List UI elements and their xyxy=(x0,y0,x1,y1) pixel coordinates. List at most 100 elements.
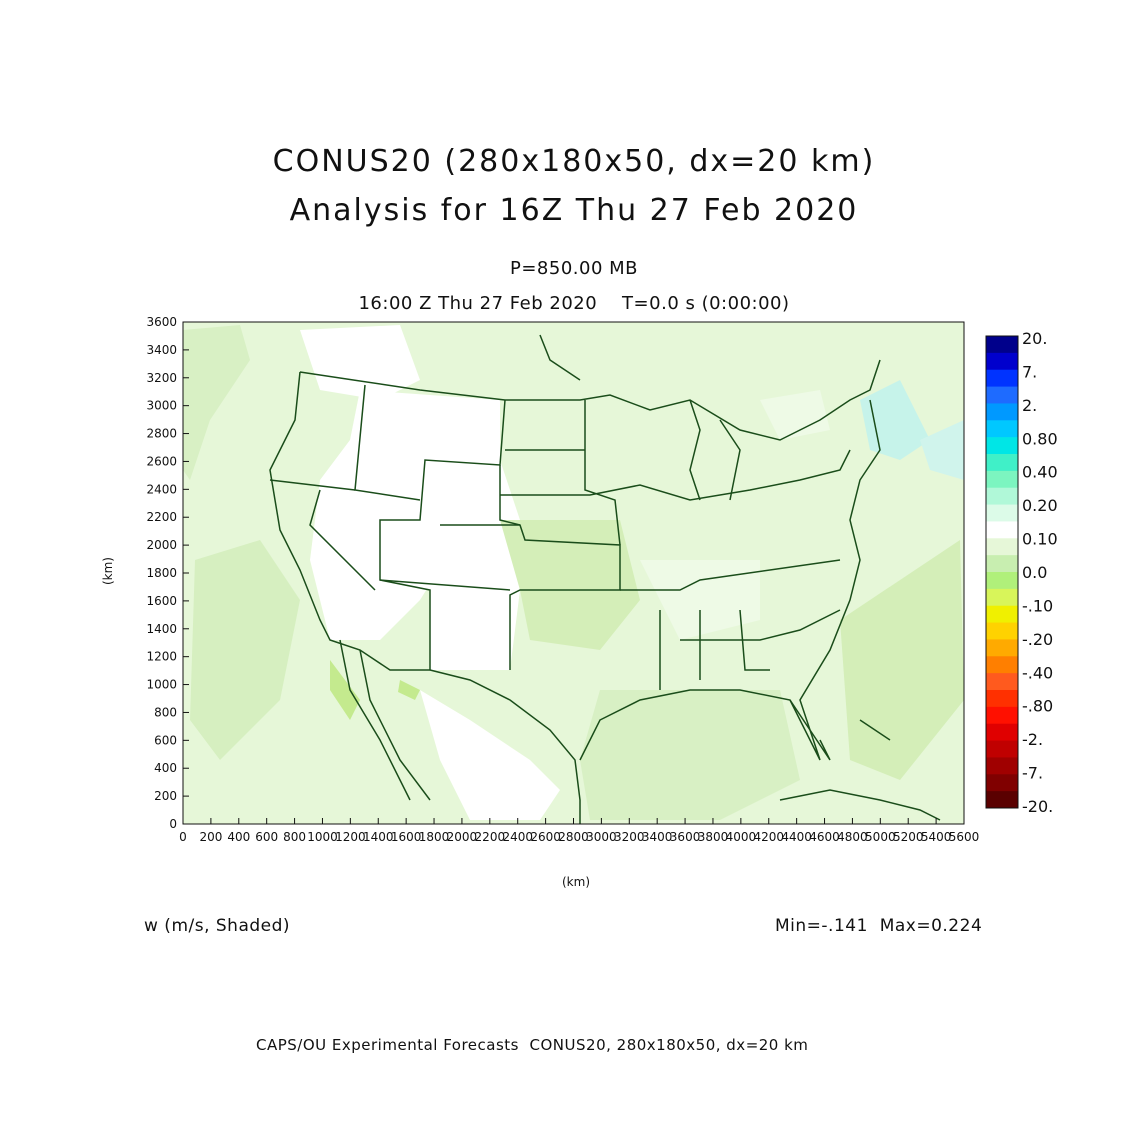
colorbar-swatch xyxy=(986,639,1018,657)
colorbar-swatch xyxy=(986,420,1018,438)
y-tick-label: 600 xyxy=(154,733,177,747)
x-tick-label: 2600 xyxy=(530,830,561,844)
colorbar-swatch xyxy=(986,605,1018,624)
colorbar-swatch xyxy=(986,521,1018,539)
x-tick-label: 0 xyxy=(179,830,187,844)
title-line-2: Analysis for 16Z Thu 27 Feb 2020 xyxy=(289,193,859,228)
colorbar-swatch xyxy=(986,437,1018,455)
colorbar-label: 20. xyxy=(1022,329,1047,348)
x-tick-label: 800 xyxy=(283,830,306,844)
colorbar-swatch xyxy=(986,673,1018,691)
x-tick-label: 600 xyxy=(255,830,278,844)
colorbar-swatch xyxy=(986,454,1018,472)
shaded-field xyxy=(183,325,964,820)
x-tick-label: 1600 xyxy=(391,830,422,844)
colorbar-swatch xyxy=(986,403,1018,421)
colorbar-swatch xyxy=(986,504,1018,522)
y-tick-label: 400 xyxy=(154,761,177,775)
title-line-1: CONUS20 (280x180x50, dx=20 km) xyxy=(272,144,876,179)
colorbar-swatch xyxy=(986,706,1018,725)
y-tick-label: 1400 xyxy=(146,622,177,636)
colorbar-swatch xyxy=(986,622,1018,640)
y-tick-label: 0 xyxy=(169,817,177,831)
colorbar-swatch xyxy=(986,690,1018,708)
colorbar-label: -.10 xyxy=(1022,596,1053,615)
colorbar-label: -.20 xyxy=(1022,630,1053,649)
y-axis-unit: (km) xyxy=(101,556,116,586)
x-tick-label: 1800 xyxy=(419,830,450,844)
colorbar-label: -.80 xyxy=(1022,697,1053,716)
colorbar-swatch xyxy=(986,487,1018,506)
x-tick-label: 5000 xyxy=(865,830,896,844)
y-tick-label: 3400 xyxy=(146,343,177,357)
x-tick-label: 4200 xyxy=(753,830,784,844)
x-tick-label: 2000 xyxy=(447,830,478,844)
y-tick-label: 3000 xyxy=(146,399,177,413)
x-axis: 0 200 400 600 800 100012001400160018002000220… xyxy=(179,818,979,844)
colorbar-swatch xyxy=(986,538,1018,556)
x-tick-label: 400 xyxy=(227,830,250,844)
colorbar-label: 0.80 xyxy=(1022,429,1058,448)
colorbar-swatch xyxy=(986,555,1018,573)
x-tick-label: 2800 xyxy=(558,830,589,844)
colorbar-label: 0.10 xyxy=(1022,530,1058,549)
y-tick-label: 2200 xyxy=(146,510,177,524)
y-tick-label: 800 xyxy=(154,705,177,719)
y-tick-label: 2400 xyxy=(146,482,177,496)
colorbar-swatch xyxy=(986,588,1018,607)
min-max-label: Min=-.141 Max=0.224 xyxy=(775,916,983,936)
x-tick-label: 2400 xyxy=(502,830,533,844)
colorbar-swatch xyxy=(986,791,1018,809)
colorbar-swatch xyxy=(986,369,1018,388)
x-axis-unit: (km) xyxy=(562,875,591,889)
y-tick-label: 1800 xyxy=(146,566,177,580)
colorbar-swatch xyxy=(986,774,1018,792)
colorbar-swatch xyxy=(986,723,1018,742)
x-tick-label: 3200 xyxy=(614,830,645,844)
colorbar-swatch xyxy=(986,572,1018,590)
x-tick-label: 3800 xyxy=(698,830,729,844)
colorbar-swatch xyxy=(986,352,1018,371)
y-tick-label: 3200 xyxy=(146,371,177,385)
colorbar-swatch xyxy=(986,757,1018,775)
colorbar-label: 0.20 xyxy=(1022,496,1058,515)
y-tick-label: 3600 xyxy=(146,315,177,329)
colorbar-label: 0.0 xyxy=(1022,563,1047,582)
time-label: 16:00 Z Thu 27 Feb 2020 T=0.0 s (0:00:00… xyxy=(358,293,790,314)
field-label: w (m/s, Shaded) xyxy=(144,916,291,936)
y-tick-label: 1200 xyxy=(146,650,177,664)
y-tick-label: 2000 xyxy=(146,538,177,552)
x-tick-label: 4400 xyxy=(781,830,812,844)
x-tick-label: 1200 xyxy=(335,830,366,844)
colorbar-label: -7. xyxy=(1022,764,1043,783)
x-tick-label: 4600 xyxy=(809,830,840,844)
y-tick-label: 1600 xyxy=(146,594,177,608)
x-tick-label: 4000 xyxy=(726,830,757,844)
colorbar-swatch xyxy=(986,740,1018,758)
footer-credit: CAPS/OU Experimental Forecasts CONUS20, … xyxy=(256,1036,809,1054)
x-tick-label: 3000 xyxy=(586,830,617,844)
colorbar-label: -2. xyxy=(1022,730,1043,749)
colorbar-swatch xyxy=(986,656,1018,674)
colorbar-frame xyxy=(985,335,1019,809)
y-tick-label: 2600 xyxy=(146,454,177,468)
map-outlines xyxy=(269,334,941,824)
y-tick-label: 200 xyxy=(154,789,177,803)
x-tick-label: 4800 xyxy=(837,830,868,844)
level-label: P=850.00 MB xyxy=(509,258,639,279)
y-axis: 0 200 400 600 800 1000 1200 1400 1600 1800 2000 220… xyxy=(146,315,189,831)
colorbar-swatch xyxy=(986,470,1018,489)
y-tick-label: 1000 xyxy=(146,678,177,692)
x-tick-label: 2200 xyxy=(475,830,506,844)
colorbar-swatch xyxy=(986,386,1018,404)
colorbar-label: 7. xyxy=(1022,362,1037,381)
x-tick-label: 1400 xyxy=(363,830,394,844)
colorbar-label: 2. xyxy=(1022,396,1037,415)
x-tick-label: 3600 xyxy=(670,830,701,844)
colorbar-label: 0.40 xyxy=(1022,463,1058,482)
colorbar-label: -20. xyxy=(1022,797,1053,816)
x-tick-label: 1000 xyxy=(307,830,338,844)
x-tick-label: 5400 xyxy=(921,830,952,844)
x-tick-label: 5600 xyxy=(949,830,980,844)
